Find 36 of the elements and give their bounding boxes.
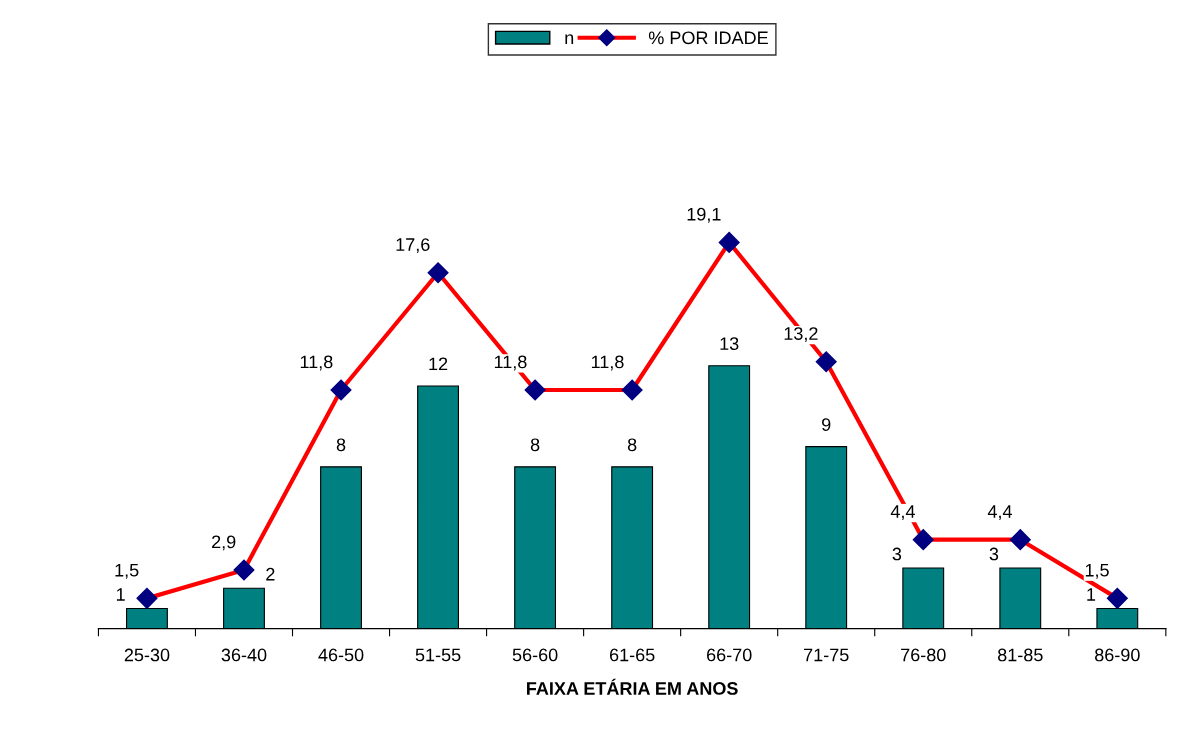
data-label: 8 — [530, 438, 540, 452]
legend-label: % POR IDADE — [648, 31, 768, 45]
x-tick-label: 61-65 — [609, 648, 655, 662]
data-label: 1 — [116, 588, 125, 601]
data-label: 13 — [720, 337, 739, 351]
data-label: 9 — [822, 418, 831, 431]
data-label: 4,4 — [987, 505, 1012, 521]
x-tick-label: 25-30 — [124, 648, 170, 662]
legend-label: n — [565, 34, 574, 45]
data-label: 1 — [1087, 588, 1096, 601]
x-tick-label: 56-60 — [512, 648, 558, 662]
data-label: 2 — [266, 567, 275, 581]
x-tick-label: 81-85 — [997, 648, 1043, 662]
data-label: 1,5 — [115, 563, 139, 579]
data-label: 1,5 — [1085, 563, 1109, 579]
x-tick-label: 36-40 — [221, 648, 267, 662]
data-label: 17,6 — [396, 238, 430, 254]
data-label: 8 — [336, 438, 346, 452]
data-label: 13,2 — [784, 327, 818, 343]
data-label: 8 — [627, 438, 637, 452]
data-label: 2,9 — [212, 535, 236, 551]
x-tick-label: 46-50 — [318, 648, 364, 662]
x-tick-label: 66-70 — [707, 648, 752, 662]
data-label: 11,8 — [494, 355, 527, 371]
data-label: 11,8 — [300, 355, 333, 371]
data-label: 3 — [989, 547, 999, 561]
x-tick-label: 71-75 — [804, 648, 849, 662]
data-label: 3 — [892, 547, 902, 561]
data-label: 11,8 — [591, 355, 624, 371]
data-label: 19,1 — [687, 207, 721, 223]
x-axis-title: FAIXA ETÁRIA EM ANOS — [527, 678, 738, 695]
data-label: 4,4 — [890, 505, 915, 521]
x-tick-label: 86-90 — [1095, 648, 1140, 662]
x-tick-label: 76-80 — [901, 648, 946, 662]
data-label: 12 — [429, 357, 448, 371]
x-tick-label: 51-55 — [415, 648, 461, 662]
